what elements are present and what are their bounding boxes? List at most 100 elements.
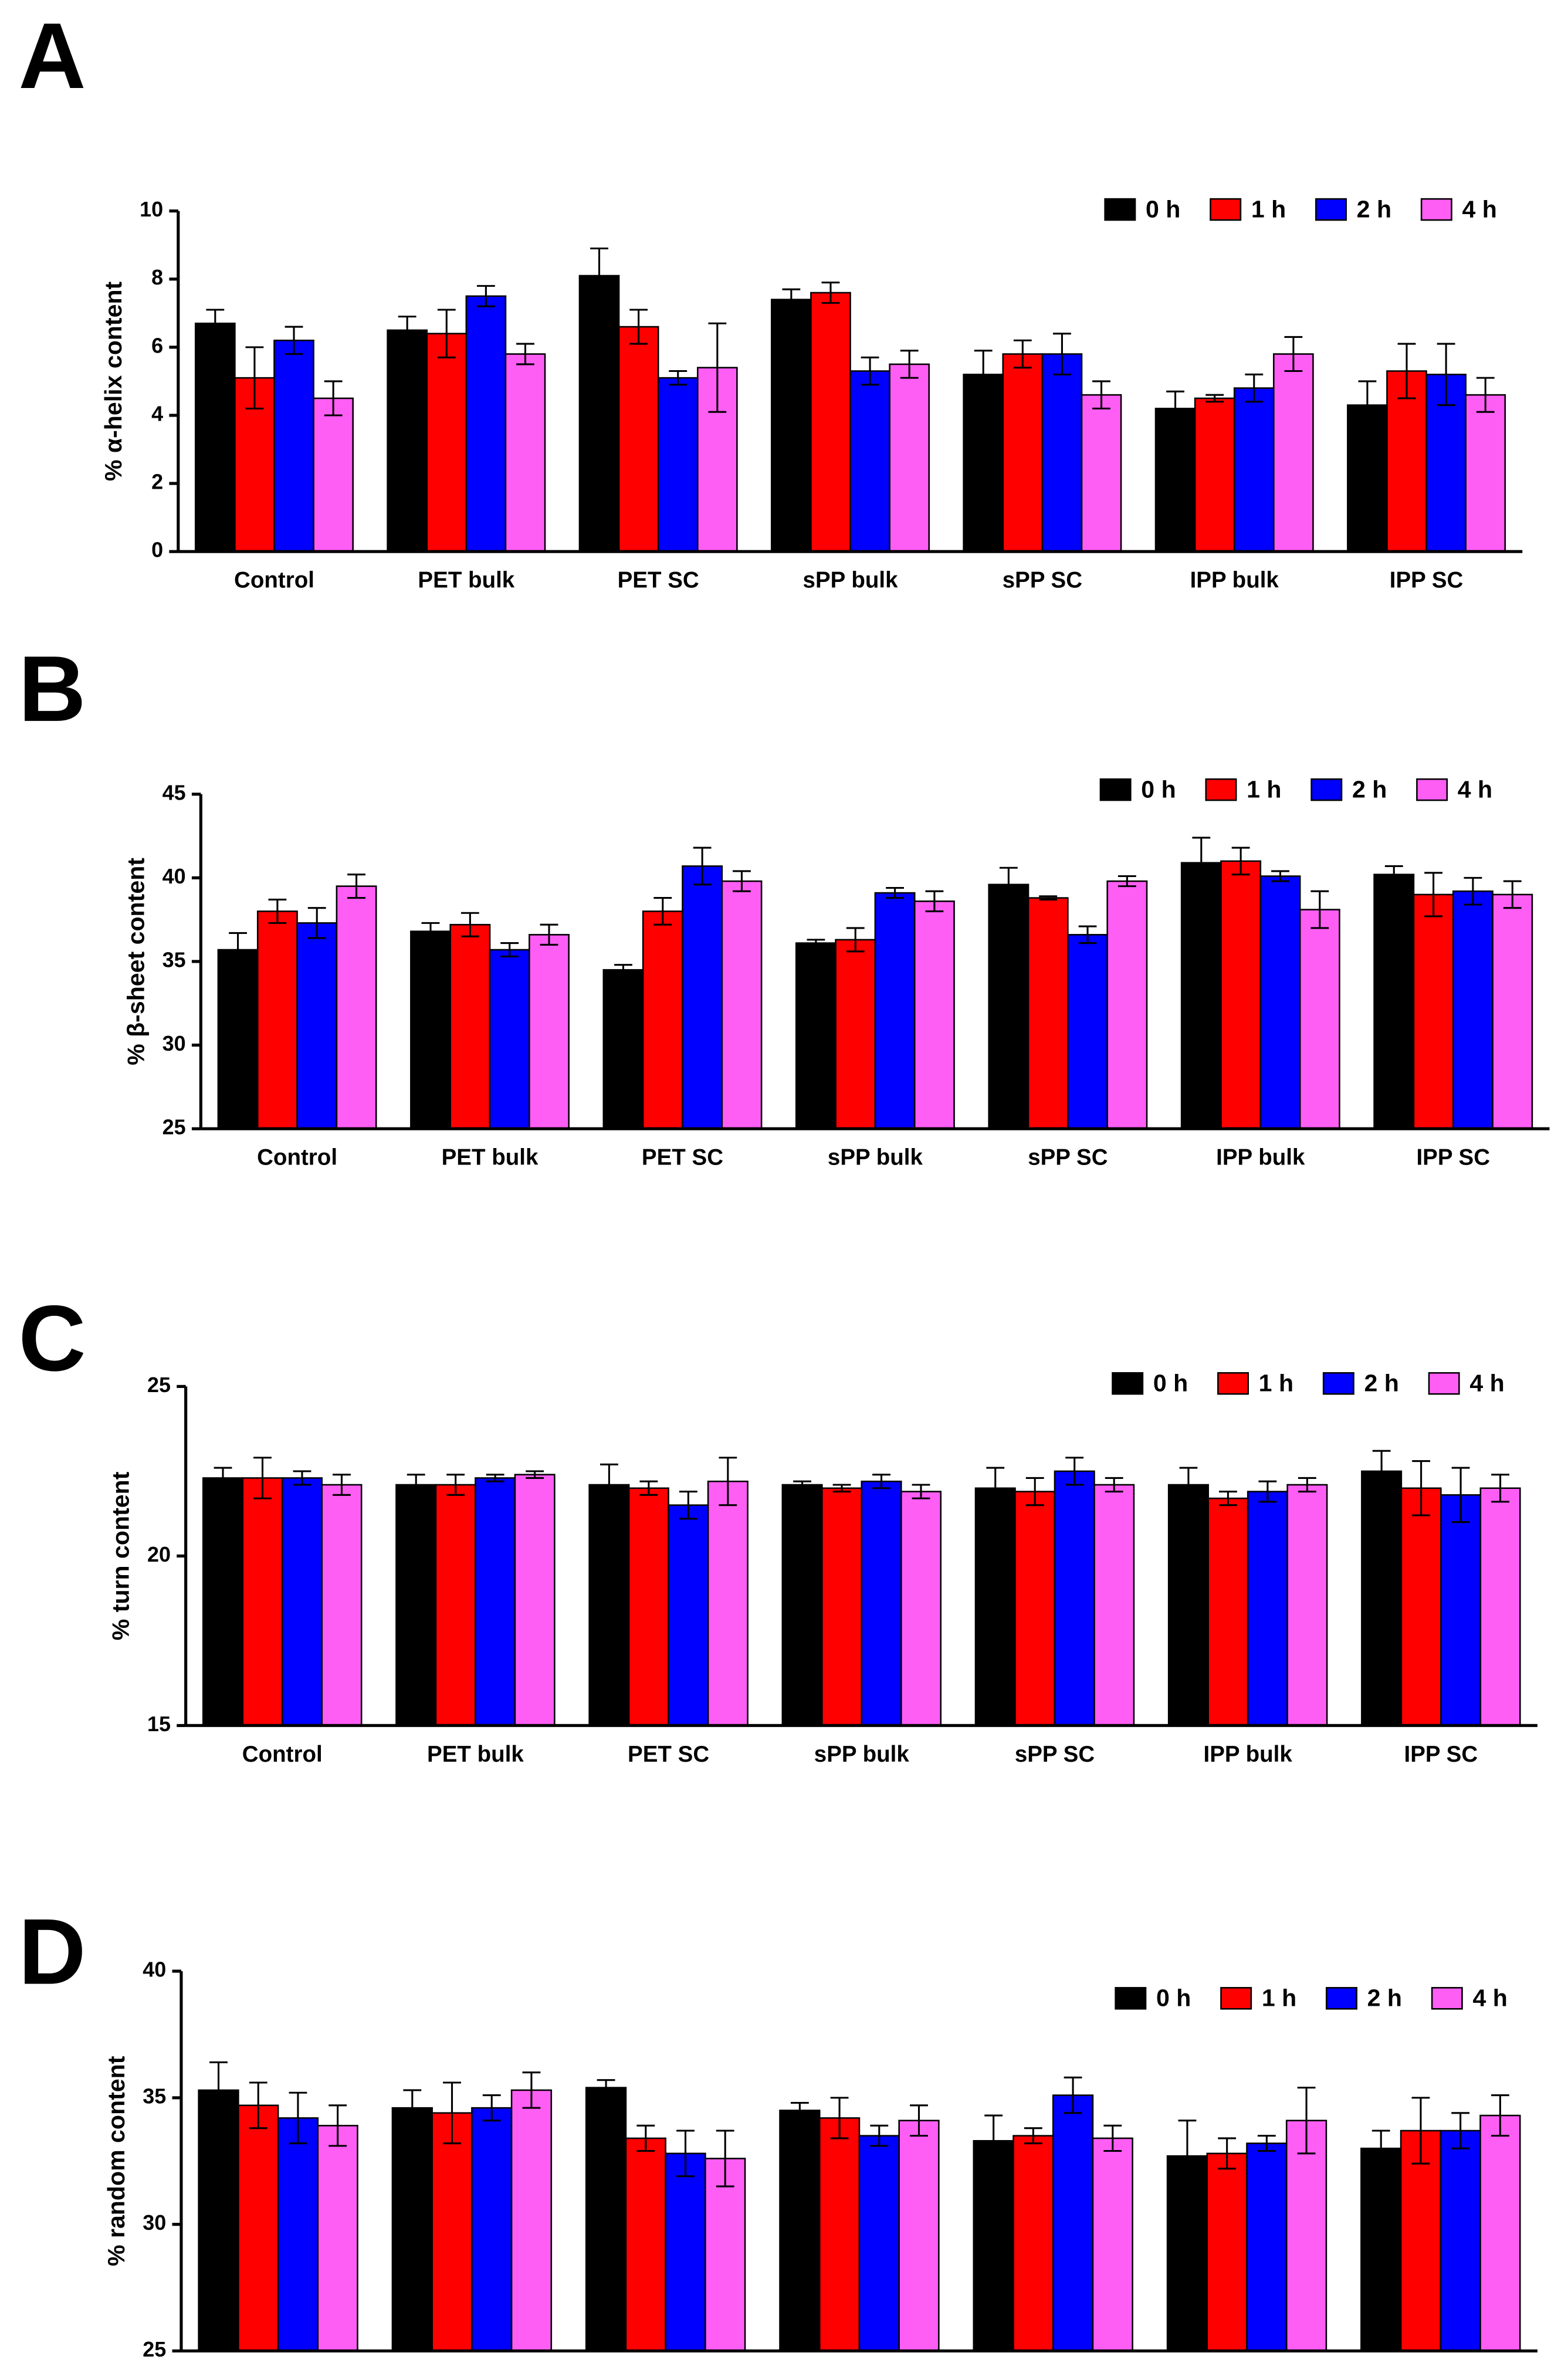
bar [810, 292, 851, 553]
error-bar [614, 964, 632, 976]
bar [898, 2120, 940, 2352]
legend-swatch [1205, 778, 1237, 801]
error-bar [1371, 2130, 1390, 2167]
bar [781, 1484, 823, 1726]
bar [317, 2125, 358, 2352]
legend-swatch [1115, 1987, 1147, 2010]
error-bar [1245, 373, 1264, 403]
bar [849, 370, 890, 553]
error-bar [1192, 837, 1211, 889]
error-bar [886, 886, 904, 899]
error-bar [925, 890, 944, 912]
error-bar [1451, 1467, 1470, 1524]
error-bar [333, 1474, 351, 1496]
y-axis-label: % α-helix content [100, 281, 127, 481]
error-bar [984, 2114, 1003, 2167]
bar [395, 1484, 437, 1726]
y-tick-label: 40 [143, 1958, 166, 1982]
y-axis-label: % turn content [107, 1471, 134, 1640]
error-bar [398, 316, 416, 345]
error-bar [526, 1470, 544, 1479]
bar [795, 942, 837, 1130]
legend-label: 0 h [1146, 196, 1180, 223]
error-bar [1078, 925, 1097, 944]
bar [449, 923, 491, 1130]
y-axis-label: % β-sheet content [122, 858, 149, 1065]
legend-swatch [1112, 1372, 1144, 1395]
error-bar [500, 942, 519, 957]
bar [202, 1477, 244, 1726]
bar [682, 865, 723, 1130]
bar [1479, 2114, 1521, 2352]
bar [821, 1487, 863, 1726]
bar [1194, 397, 1235, 553]
y-tick-label: 30 [143, 2210, 166, 2235]
bar [588, 1484, 630, 1726]
bar [618, 326, 659, 553]
x-tick-label: sPP SC [1028, 1145, 1108, 1170]
bar [913, 900, 955, 1130]
error-bar [1219, 1491, 1237, 1507]
bar [273, 339, 314, 553]
bar [1286, 1484, 1328, 1726]
legend-label: 0 h [1156, 1985, 1191, 2012]
error-bar [708, 322, 727, 413]
error-bar [1437, 343, 1455, 407]
x-tick-label: sPP bulk [828, 1145, 923, 1170]
y-tick-label: 15 [147, 1712, 171, 1736]
error-bar [1205, 394, 1224, 403]
error-bar [289, 2091, 307, 2145]
error-bar [1503, 880, 1522, 909]
error-bar [249, 2081, 267, 2130]
bar [1465, 394, 1506, 553]
error-bar [328, 2104, 347, 2147]
legend-label: 2 h [1352, 776, 1387, 803]
error-bar [206, 309, 225, 338]
bar [296, 922, 338, 1130]
error-bar [1298, 1477, 1316, 1493]
bar [321, 1484, 363, 1726]
y-tick-label: 8 [151, 265, 163, 289]
bar [721, 880, 763, 1130]
legend-swatch [1220, 1987, 1252, 2010]
y-tick-label: 10 [140, 197, 163, 221]
y-tick-label: 2 [151, 470, 163, 494]
error-bar [214, 1467, 232, 1489]
y-tick-label: 35 [162, 947, 186, 971]
bar [426, 333, 468, 553]
x-tick-label: PET SC [628, 1742, 709, 1767]
error-bar [1024, 2127, 1042, 2145]
error-bar [1412, 1460, 1431, 1516]
legend-label: 4 h [1472, 1985, 1507, 2012]
bar [1106, 880, 1148, 1130]
bar [475, 1477, 516, 1726]
legend-label: 4 h [1469, 1370, 1504, 1397]
error-bar [782, 288, 801, 311]
y-tick-label: 4 [151, 401, 163, 425]
legend-swatch [1416, 778, 1448, 801]
error-bar [1491, 1474, 1509, 1503]
error-bar [516, 343, 534, 365]
legend-label: 4 h [1458, 776, 1492, 803]
error-bar [1411, 2097, 1430, 2165]
bar [1413, 893, 1454, 1130]
legend-swatch [1420, 198, 1452, 221]
error-bar [253, 1457, 272, 1499]
bar [1207, 1497, 1249, 1726]
panel-label: D [19, 1900, 86, 2004]
error-bar [999, 866, 1018, 902]
bar [1027, 897, 1069, 1130]
bar [336, 885, 377, 1130]
bar [242, 1477, 283, 1726]
error-bar [872, 1474, 890, 1489]
bar [1273, 353, 1314, 553]
bar [431, 2112, 473, 2352]
bar [585, 2087, 627, 2352]
bar [642, 910, 683, 1130]
x-tick-label: sPP SC [1015, 1742, 1095, 1767]
error-bar [1092, 380, 1110, 409]
bar [705, 2158, 746, 2352]
error-bar [1117, 875, 1136, 888]
error-bar [209, 2061, 228, 2119]
error-bar [1451, 2112, 1470, 2149]
